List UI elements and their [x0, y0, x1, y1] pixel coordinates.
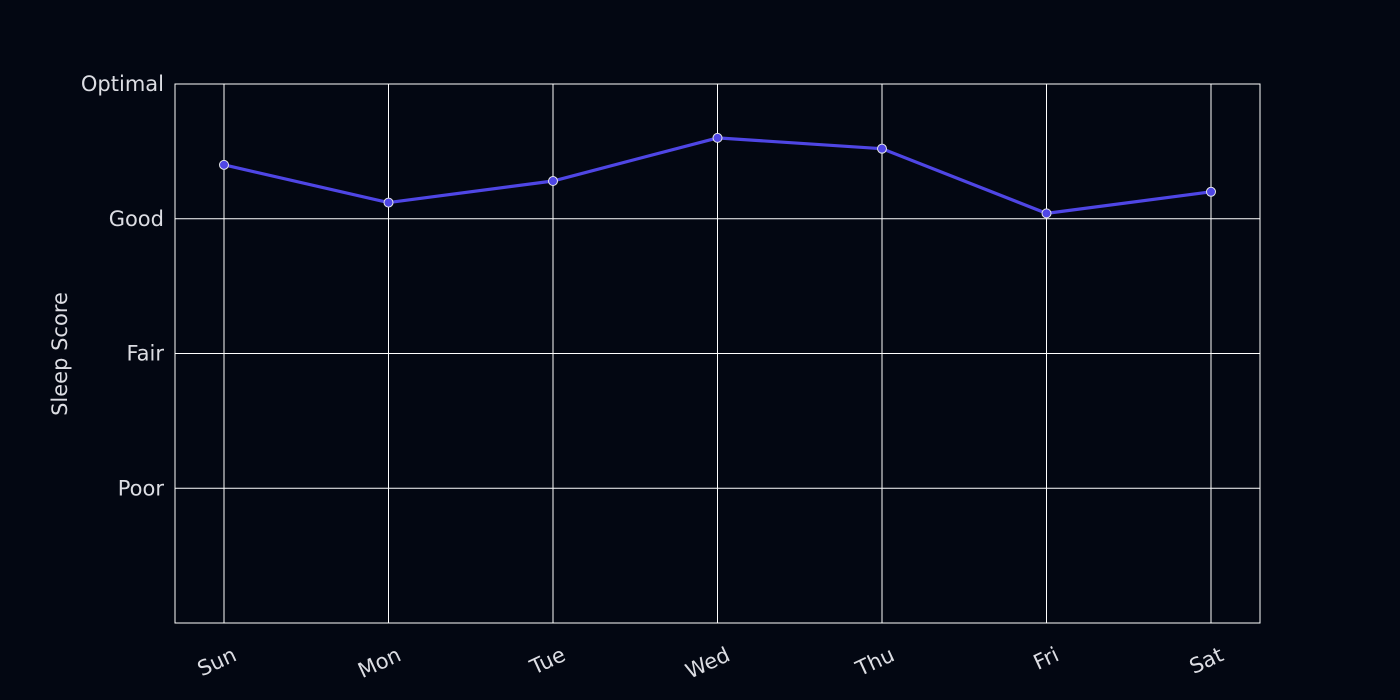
data-point-fri	[1041, 208, 1052, 219]
data-point-wed	[712, 132, 723, 143]
y-axis-title: Sleep Score	[48, 292, 72, 416]
y-tick-label-optimal: Optimal	[81, 72, 164, 96]
grid-lines	[175, 83, 1260, 623]
plot-border	[174, 83, 1261, 624]
x-tick-label-wed: Wed	[682, 642, 734, 683]
x-tick-label-sat: Sat	[1186, 642, 1227, 678]
x-tick-label-mon: Mon	[354, 642, 404, 682]
y-tick-labels: Poor Fair Good Optimal	[81, 72, 164, 500]
data-point-sun	[219, 159, 229, 170]
y-tick-label-fair: Fair	[127, 342, 165, 366]
x-tick-label-sun: Sun	[194, 642, 240, 681]
data-point-tue	[548, 176, 558, 187]
series-layer	[219, 132, 1216, 219]
x-tick-label-thu: Thu	[851, 642, 898, 681]
data-point-thu	[877, 143, 887, 154]
data-point-sat	[1206, 186, 1216, 197]
y-tick-label-good: Good	[109, 207, 164, 231]
x-tick-labels: Sun Mon Tue Wed Thu Fri Sat	[194, 642, 1227, 683]
x-tick-label-fri: Fri	[1030, 642, 1063, 674]
x-tick-label-tue: Tue	[525, 642, 569, 679]
y-tick-label-poor: Poor	[118, 476, 165, 500]
data-point-mon	[383, 197, 394, 208]
plot-frame	[174, 83, 1261, 624]
